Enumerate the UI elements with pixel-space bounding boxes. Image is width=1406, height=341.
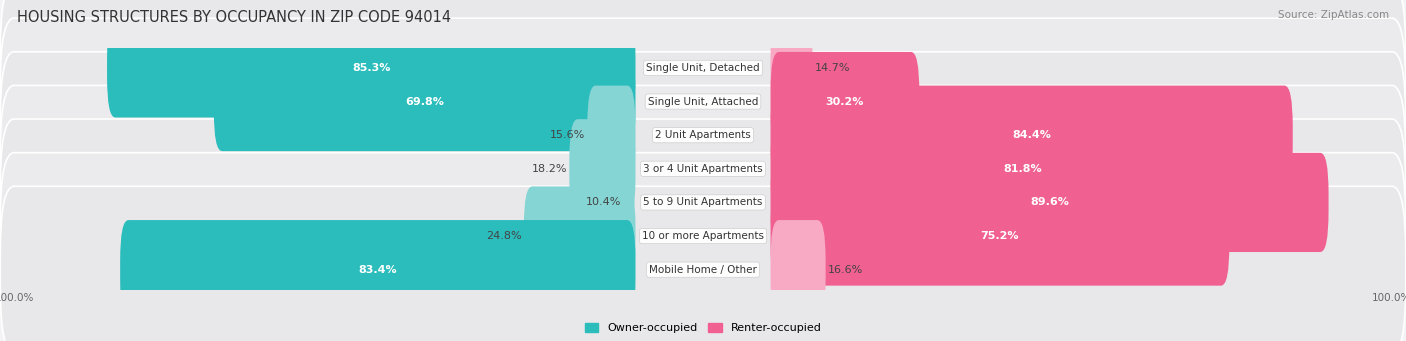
Text: 10 or more Apartments: 10 or more Apartments	[643, 231, 763, 241]
Text: 5 to 9 Unit Apartments: 5 to 9 Unit Apartments	[644, 197, 762, 207]
Legend: Owner-occupied, Renter-occupied: Owner-occupied, Renter-occupied	[581, 318, 825, 338]
Text: 85.3%: 85.3%	[352, 63, 391, 73]
Text: 84.4%: 84.4%	[1012, 130, 1052, 140]
Text: 89.6%: 89.6%	[1031, 197, 1069, 207]
FancyBboxPatch shape	[770, 18, 813, 118]
Text: Mobile Home / Other: Mobile Home / Other	[650, 265, 756, 275]
FancyBboxPatch shape	[107, 18, 636, 118]
FancyBboxPatch shape	[0, 85, 1406, 252]
Text: 3 or 4 Unit Apartments: 3 or 4 Unit Apartments	[643, 164, 763, 174]
Text: 2 Unit Apartments: 2 Unit Apartments	[655, 130, 751, 140]
Text: HOUSING STRUCTURES BY OCCUPANCY IN ZIP CODE 94014: HOUSING STRUCTURES BY OCCUPANCY IN ZIP C…	[17, 10, 451, 25]
FancyBboxPatch shape	[214, 52, 636, 151]
FancyBboxPatch shape	[0, 119, 1406, 286]
FancyBboxPatch shape	[120, 220, 636, 319]
Text: 30.2%: 30.2%	[825, 97, 865, 106]
Text: 24.8%: 24.8%	[486, 231, 522, 241]
FancyBboxPatch shape	[770, 187, 1229, 286]
FancyBboxPatch shape	[770, 52, 920, 151]
FancyBboxPatch shape	[0, 18, 1406, 185]
FancyBboxPatch shape	[770, 220, 825, 319]
FancyBboxPatch shape	[770, 153, 1329, 252]
Text: 16.6%: 16.6%	[828, 265, 863, 275]
Text: 10.4%: 10.4%	[586, 197, 621, 207]
Text: 75.2%: 75.2%	[980, 231, 1019, 241]
Text: Source: ZipAtlas.com: Source: ZipAtlas.com	[1278, 10, 1389, 20]
FancyBboxPatch shape	[770, 86, 1292, 185]
FancyBboxPatch shape	[0, 186, 1406, 341]
Text: Single Unit, Detached: Single Unit, Detached	[647, 63, 759, 73]
FancyBboxPatch shape	[588, 86, 636, 185]
FancyBboxPatch shape	[569, 119, 636, 218]
FancyBboxPatch shape	[0, 0, 1406, 151]
Text: 18.2%: 18.2%	[531, 164, 567, 174]
Text: Single Unit, Attached: Single Unit, Attached	[648, 97, 758, 106]
FancyBboxPatch shape	[0, 52, 1406, 219]
FancyBboxPatch shape	[770, 119, 1275, 218]
Text: 14.7%: 14.7%	[814, 63, 851, 73]
FancyBboxPatch shape	[524, 187, 636, 286]
Text: 69.8%: 69.8%	[405, 97, 444, 106]
Text: 81.8%: 81.8%	[1004, 164, 1042, 174]
Text: 15.6%: 15.6%	[550, 130, 585, 140]
FancyBboxPatch shape	[0, 153, 1406, 320]
Text: 83.4%: 83.4%	[359, 265, 396, 275]
